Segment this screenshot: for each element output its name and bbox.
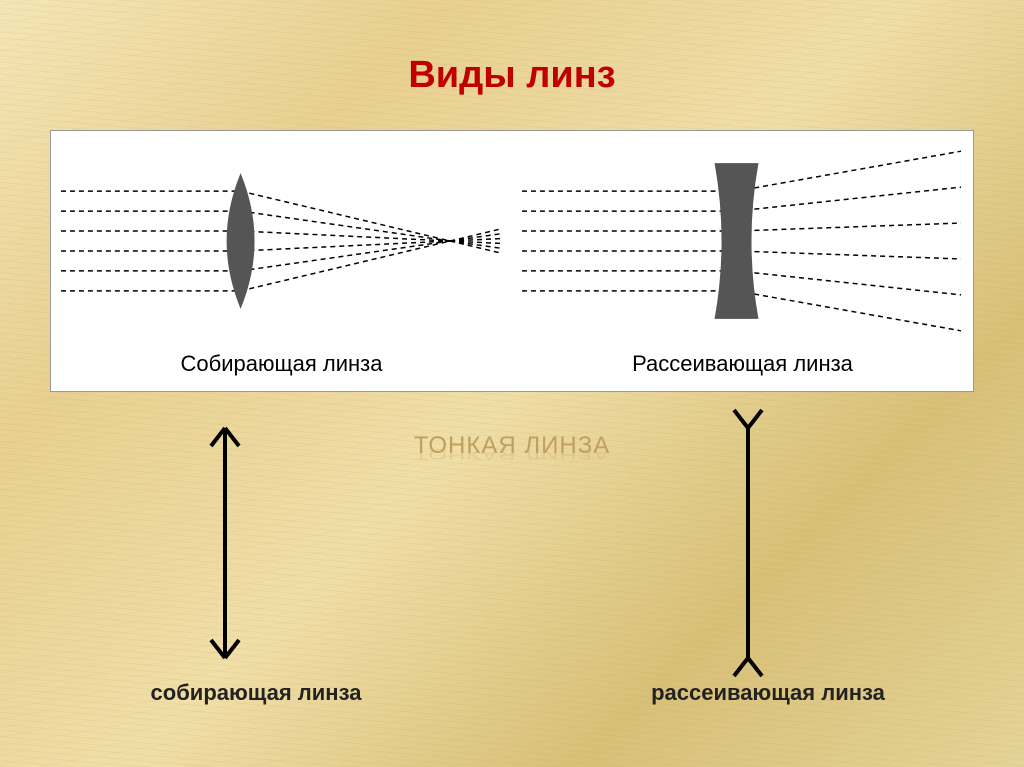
converging-symbol [211,428,239,658]
lens-panel: Собирающая линза Рассеивающая линза [50,130,974,392]
converging-bottom-label: собирающая линза [0,680,512,706]
page-title: Виды линз [0,0,1024,97]
lens-symbols [0,408,1024,678]
converging-diagram [51,131,512,351]
diverging-symbol [734,410,762,676]
diverging-bottom-label: рассеивающая линза [512,680,1024,706]
diverging-diagram [512,131,973,351]
converging-panel-label: Собирающая линза [51,351,512,377]
diverging-panel-label: Рассеивающая линза [512,351,973,377]
